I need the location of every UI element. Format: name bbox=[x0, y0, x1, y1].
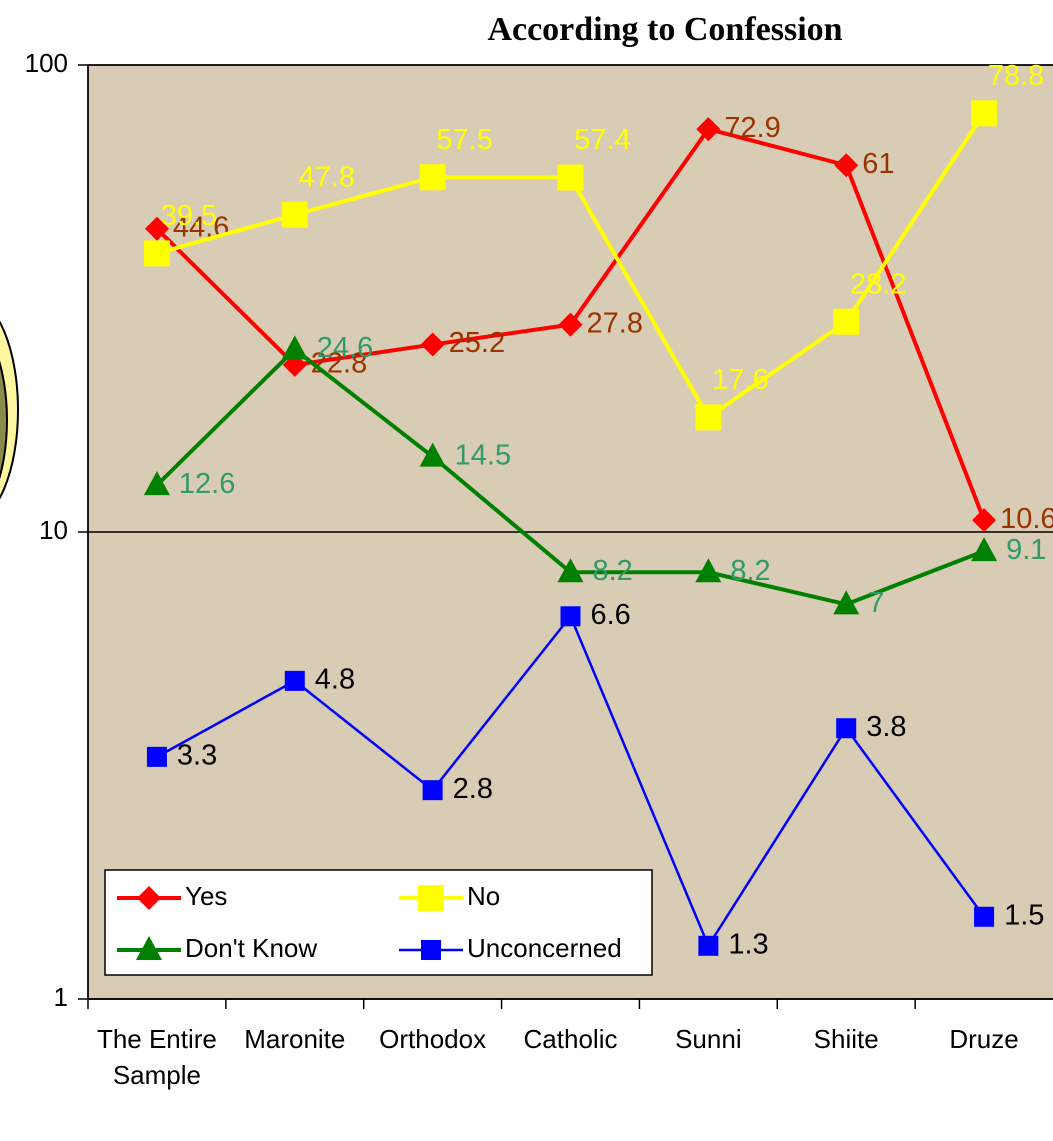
chart-title: According to Confession bbox=[487, 11, 842, 48]
marker bbox=[695, 404, 722, 431]
value-label: 6.6 bbox=[591, 599, 631, 631]
legend-marker bbox=[137, 886, 161, 910]
decoration bbox=[0, 360, 8, 480]
marker bbox=[696, 117, 721, 142]
value-label: 47.8 bbox=[299, 161, 355, 193]
value-label: 12.6 bbox=[179, 468, 235, 500]
x-tick-label: The Entire Sample bbox=[96, 1024, 217, 1090]
value-label: 72.9 bbox=[724, 112, 780, 144]
series: 12.6 24.6 14.5 8.2 8.2 7 9.1 bbox=[143, 332, 1046, 619]
marker bbox=[558, 312, 583, 337]
marker bbox=[420, 332, 445, 357]
value-label: 24.6 bbox=[317, 332, 373, 364]
series: 44.6 22.8 25.2 27.8 72.9 61 10.6 bbox=[144, 112, 1053, 535]
series: 3.3 4.8 2.8 6.6 1.3 3.8 1.5 bbox=[146, 599, 1044, 960]
marker bbox=[419, 164, 446, 191]
marker bbox=[834, 153, 859, 178]
marker bbox=[144, 216, 169, 241]
marker bbox=[833, 308, 860, 335]
value-label: 27.8 bbox=[587, 307, 643, 339]
x-tick-label: Sunni bbox=[675, 1024, 742, 1054]
marker bbox=[560, 606, 581, 627]
value-label: 3.3 bbox=[177, 740, 217, 772]
value-label: 1.3 bbox=[728, 928, 768, 960]
value-label: 22.8 bbox=[311, 348, 367, 380]
value-label: 28.2 bbox=[850, 268, 906, 300]
y-tick-label: 10 bbox=[39, 515, 68, 545]
value-label: 39.5 bbox=[161, 200, 217, 232]
legend-label: Yes bbox=[185, 881, 227, 911]
value-label: 14.5 bbox=[455, 439, 511, 471]
legend-label: No bbox=[467, 881, 500, 911]
marker bbox=[557, 558, 584, 583]
value-label: 4.8 bbox=[315, 664, 355, 696]
value-label: 10.6 bbox=[1000, 503, 1053, 535]
marker bbox=[971, 537, 998, 562]
marker bbox=[284, 670, 305, 691]
value-label: 57.5 bbox=[436, 124, 492, 156]
value-label: 44.6 bbox=[173, 211, 229, 243]
x-tick-label: Druze bbox=[949, 1024, 1019, 1054]
marker bbox=[143, 240, 170, 267]
x-tick-label: Maronite bbox=[244, 1024, 346, 1054]
value-label: 8.2 bbox=[730, 555, 770, 587]
marker bbox=[143, 471, 170, 496]
marker bbox=[281, 201, 308, 228]
marker bbox=[557, 164, 584, 191]
marker bbox=[281, 335, 308, 360]
value-label: 25.2 bbox=[449, 327, 505, 359]
value-label: 61 bbox=[862, 148, 894, 180]
value-label: 17.6 bbox=[712, 364, 768, 396]
marker bbox=[419, 442, 446, 467]
value-label: 1.5 bbox=[1004, 899, 1044, 931]
value-label: 7 bbox=[868, 587, 884, 619]
legend-marker bbox=[136, 936, 162, 960]
value-label: 57.4 bbox=[574, 124, 630, 156]
marker bbox=[972, 508, 997, 533]
marker bbox=[146, 746, 167, 767]
x-tick-label: Orthodox bbox=[379, 1024, 487, 1054]
value-label: 2.8 bbox=[453, 773, 493, 805]
y-tick-label: 100 bbox=[25, 48, 68, 78]
value-label: 9.1 bbox=[1006, 534, 1046, 566]
legend-marker bbox=[418, 885, 444, 911]
legend-marker bbox=[421, 940, 441, 960]
legend bbox=[104, 869, 653, 976]
legend-label: Don't Know bbox=[185, 933, 317, 963]
marker bbox=[974, 906, 995, 927]
series: 39.5 47.8 57.5 57.4 17.6 28.2 78.8 bbox=[143, 60, 1044, 431]
value-label: 8.2 bbox=[593, 555, 633, 587]
marker bbox=[698, 935, 719, 956]
y-tick-label: 1 bbox=[54, 982, 68, 1012]
legend-label: Unconcerned bbox=[467, 933, 622, 963]
marker bbox=[971, 100, 998, 127]
marker bbox=[833, 590, 860, 615]
x-tick-label: Shiite bbox=[813, 1024, 879, 1054]
marker bbox=[422, 780, 443, 801]
x-tick-label: Catholic bbox=[523, 1024, 618, 1054]
marker bbox=[695, 558, 722, 583]
marker bbox=[836, 718, 857, 739]
value-label: 78.8 bbox=[988, 60, 1044, 92]
value-label: 3.8 bbox=[866, 711, 906, 743]
